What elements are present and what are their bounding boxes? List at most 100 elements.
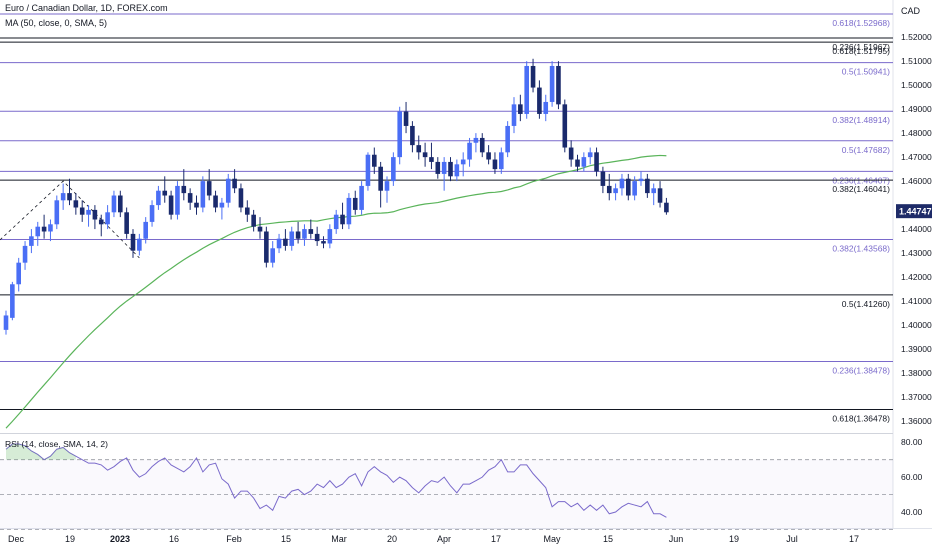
candle-body <box>626 178 631 196</box>
rsi-axis[interactable]: 80.00 60.00 40.00 <box>901 437 923 517</box>
candle-body <box>162 190 168 196</box>
time-tick-label: 15 <box>603 534 613 544</box>
candle-body <box>105 212 110 225</box>
candle-body <box>473 137 479 143</box>
last-price-text: 1.44747 <box>899 207 932 217</box>
time-tick-label: 20 <box>387 534 397 544</box>
candle-body <box>537 87 542 114</box>
currency-label: CAD <box>901 6 921 16</box>
time-tick-label: Jul <box>786 534 798 544</box>
candle-body <box>232 178 237 189</box>
time-tick-label: 2023 <box>110 534 130 544</box>
ma-legend[interactable]: MA (50, close, 0, SMA, 5) <box>5 18 108 28</box>
candle-body <box>499 152 504 170</box>
candlestick-series <box>3 58 669 335</box>
candle-body <box>435 161 441 174</box>
candle-body <box>600 171 606 186</box>
candle-body <box>651 188 656 194</box>
price-tick-label: 1.38000 <box>901 368 932 378</box>
price-axis[interactable]: 1.52000 1.51000 1.50000 1.49000 1.48000 1.470… <box>901 32 932 426</box>
time-tick-label: May <box>543 534 561 544</box>
candle-body <box>289 231 295 246</box>
time-tick-label: Apr <box>437 534 451 544</box>
candle-body <box>613 188 618 194</box>
candle-body <box>403 111 409 126</box>
candle-body <box>213 195 218 208</box>
candle-body <box>594 152 599 172</box>
candle-body <box>92 209 98 220</box>
price-tick-label: 1.37000 <box>901 392 932 402</box>
candle-body <box>664 202 669 213</box>
price-tick-label: 1.40000 <box>901 320 932 330</box>
candle-body <box>302 229 307 239</box>
time-tick-label: 17 <box>849 534 859 544</box>
price-tick-label: 1.46000 <box>901 176 932 186</box>
candle-body <box>219 202 225 208</box>
fib-level-label: 0.618(1.51795) <box>832 46 890 56</box>
candle-body <box>257 226 263 232</box>
candle-body <box>657 188 663 203</box>
candle-body <box>365 154 371 186</box>
candle-body <box>264 231 269 263</box>
fib-level-label: 0.618(1.52968) <box>832 18 890 28</box>
time-tick-label: Jun <box>669 534 684 544</box>
rsi-legend[interactable]: RSI (14, close, SMA, 14, 2) <box>5 439 108 449</box>
candle-body <box>460 159 466 165</box>
rsi-tick-label: 80.00 <box>901 437 923 447</box>
candle-body <box>143 221 148 239</box>
candle-body <box>587 152 593 158</box>
candle-body <box>530 65 536 88</box>
candle-body <box>505 125 510 153</box>
time-tick-label: 16 <box>169 534 179 544</box>
candle-body <box>549 65 555 102</box>
rsi-indicator <box>0 443 893 530</box>
candle-body <box>29 236 34 246</box>
fib-level-label: 0.618(1.36478) <box>832 414 890 424</box>
candle-body <box>10 284 15 318</box>
symbol-legend[interactable]: Euro / Canadian Dollar, 1D, FOREX.com <box>5 3 168 13</box>
candle-body <box>200 181 206 208</box>
candle-body <box>448 161 453 177</box>
candle-body <box>54 200 60 225</box>
candle-body <box>632 181 637 196</box>
candle-body <box>429 157 434 162</box>
candle-body <box>137 238 142 251</box>
candle-body <box>518 104 523 114</box>
candle-body <box>130 233 136 251</box>
price-tick-label: 1.43000 <box>901 248 932 258</box>
candle-body <box>638 178 644 182</box>
time-tick-label: 17 <box>491 534 501 544</box>
fib-level-label: 0.382(1.48914) <box>832 115 890 125</box>
candle-body <box>238 188 244 208</box>
swing-dashed-line <box>0 180 140 259</box>
candle-body <box>149 205 155 222</box>
fib-level-label: 0.236(1.38478) <box>832 366 890 376</box>
candle-body <box>346 197 352 225</box>
candle-body <box>98 219 104 225</box>
price-tick-label: 1.50000 <box>901 80 932 90</box>
candle-body <box>73 200 79 208</box>
time-axis[interactable]: Dec 19 2023 16 Feb 15 Mar 20 Apr 17 May 15 Jun 19 Jul 1… <box>8 534 859 544</box>
candle-body <box>225 178 231 203</box>
last-price-badge: 1.44747 <box>896 204 932 219</box>
price-tick-label: 1.51000 <box>901 56 932 66</box>
candle-body <box>479 137 485 153</box>
rsi-tick-label: 60.00 <box>901 472 923 482</box>
candle-body <box>606 185 612 194</box>
time-tick-label: Feb <box>226 534 242 544</box>
candle-body <box>568 147 574 160</box>
time-tick-label: 15 <box>281 534 291 544</box>
candle-body <box>67 193 72 201</box>
price-tick-label: 1.52000 <box>901 32 932 42</box>
price-tick-label: 1.41000 <box>901 296 932 306</box>
candle-body <box>245 207 250 215</box>
candle-body <box>562 104 568 148</box>
price-tick-label: 1.36000 <box>901 416 932 426</box>
candle-body <box>194 202 199 208</box>
candle-body <box>181 185 187 194</box>
candle-body <box>359 185 364 210</box>
candle-body <box>3 315 9 330</box>
candle-body <box>556 65 561 105</box>
candle-body <box>60 193 66 201</box>
